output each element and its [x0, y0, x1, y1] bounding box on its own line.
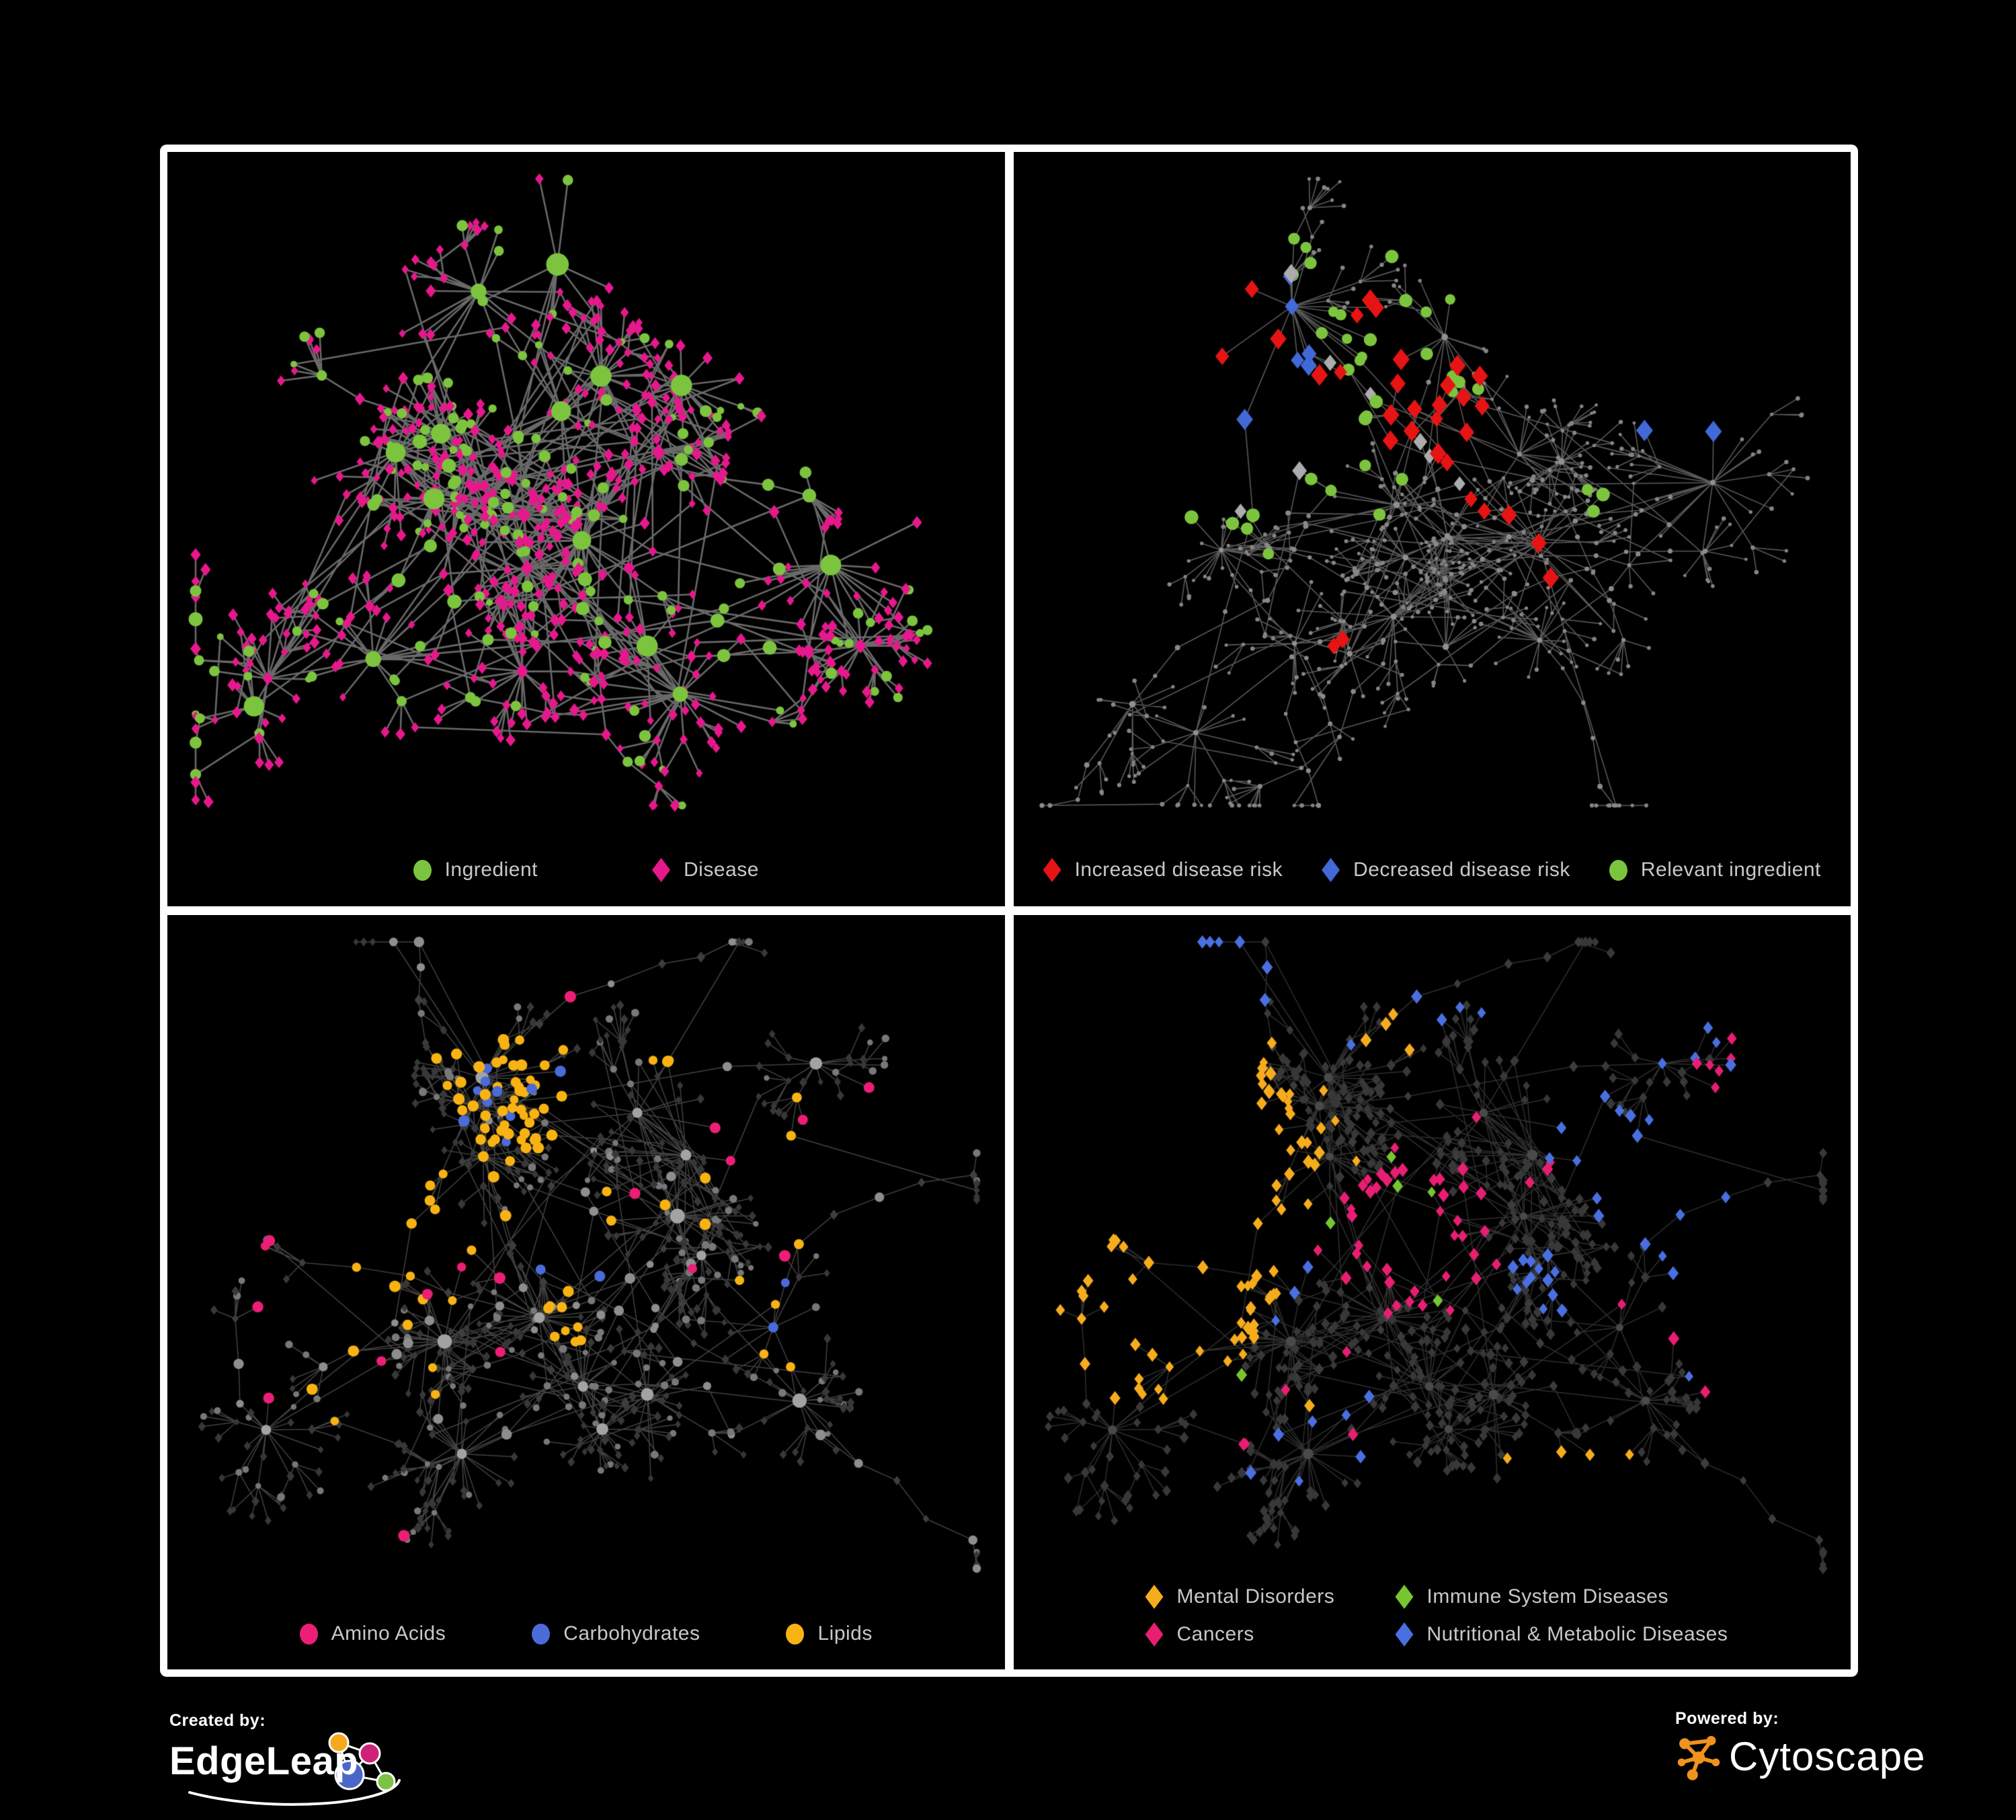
panel-disease-risk: Increased disease risk Decreased disease…	[1013, 152, 1851, 906]
network-canvas-disease-risk	[1013, 152, 1851, 906]
ingredient-circle-icon	[413, 859, 432, 881]
network-canvas-nutrient-classes	[167, 915, 1005, 1669]
edgeleap-swoosh	[188, 1779, 401, 1806]
legend-label: Immune System Diseases	[1426, 1585, 1668, 1608]
legend-item: Cancers	[1145, 1622, 1354, 1647]
immune-diseases-diamond-icon	[1395, 1585, 1414, 1609]
legend-ingredient-disease: Ingredient Disease	[167, 858, 1005, 882]
legend-label: Ingredient	[444, 859, 538, 881]
legend-item: Ingredient	[413, 859, 538, 881]
network-canvas-ingredient-disease	[167, 152, 1005, 906]
legend-label: Carbohydrates	[563, 1622, 700, 1645]
legend-item: Disease	[652, 858, 759, 882]
legend-label: Relevant ingredient	[1640, 859, 1821, 881]
legend-label: Decreased disease risk	[1353, 859, 1570, 881]
legend-label: Cancers	[1176, 1623, 1254, 1645]
legend-item: Lipids	[786, 1622, 872, 1645]
legend-label: Increased disease risk	[1074, 859, 1283, 881]
network-canvas-disease-classes	[1013, 915, 1851, 1669]
disease-diamond-icon	[652, 858, 671, 882]
legend-disease-classes: Mental Disorders Immune System Diseases …	[1145, 1585, 1728, 1647]
carbohydrates-circle-icon	[532, 1623, 551, 1645]
edgeleap-logo-icon	[188, 1732, 401, 1806]
created-by-block: Created by: EdgeLeap	[169, 1711, 452, 1806]
legend-label: Nutritional & Metabolic Diseases	[1426, 1623, 1728, 1645]
legend-item: Mental Disorders	[1145, 1585, 1354, 1609]
mental-disorders-diamond-icon	[1145, 1585, 1164, 1609]
figure-grid: Ingredient Disease Increased disease ris…	[160, 145, 1858, 1677]
panel-disease-classes: Mental Disorders Immune System Diseases …	[1013, 915, 1851, 1669]
edgeleap-wordmark: EdgeLeap	[169, 1739, 359, 1783]
powered-by-label: Powered by:	[1675, 1709, 1779, 1728]
cytoscape-wordmark: Cytoscape	[1729, 1733, 1926, 1779]
legend-nutrient-classes: Amino Acids Carbohydrates Lipids	[167, 1622, 1005, 1645]
amino-acids-circle-icon	[299, 1623, 318, 1645]
relevant-ingredient-circle-icon	[1609, 859, 1627, 881]
increased-risk-diamond-icon	[1043, 858, 1061, 882]
legend-label: Mental Disorders	[1176, 1585, 1335, 1608]
legend-item: Increased disease risk	[1043, 858, 1283, 882]
cancers-diamond-icon	[1145, 1622, 1164, 1647]
powered-by-block: Powered by: Cytoscape	[1675, 1709, 1984, 1803]
legend-item: Amino Acids	[299, 1622, 446, 1645]
legend-item: Decreased disease risk	[1322, 858, 1570, 882]
cytoscape-logo-icon	[1677, 1735, 1720, 1780]
edgeleap-logo: EdgeLeap	[169, 1732, 452, 1806]
panel-ingredient-disease: Ingredient Disease	[167, 152, 1005, 906]
legend-item: Carbohydrates	[532, 1622, 700, 1645]
lipids-circle-icon	[786, 1623, 805, 1645]
legend-label: Disease	[684, 859, 759, 881]
nutritional-metabolic-diamond-icon	[1395, 1622, 1414, 1647]
legend-item: Nutritional & Metabolic Diseases	[1395, 1622, 1728, 1647]
decreased-risk-diamond-icon	[1322, 858, 1340, 882]
panel-nutrient-classes: Amino Acids Carbohydrates Lipids	[167, 915, 1005, 1669]
legend-label: Lipids	[817, 1622, 873, 1645]
legend-item: Relevant ingredient	[1609, 859, 1821, 881]
legend-disease-risk: Increased disease risk Decreased disease…	[1014, 858, 1851, 882]
created-by-label: Created by:	[169, 1711, 266, 1730]
legend-label: Amino Acids	[331, 1622, 446, 1645]
legend-item: Immune System Diseases	[1395, 1585, 1728, 1609]
